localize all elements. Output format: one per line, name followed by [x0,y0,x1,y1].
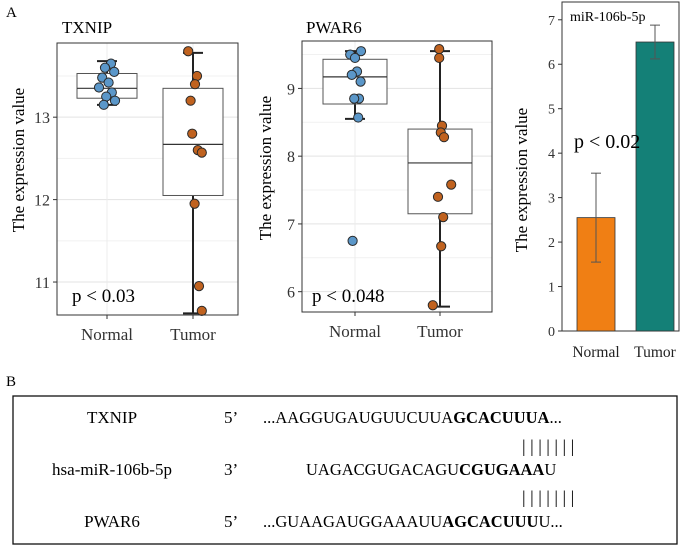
data-point [427,300,438,311]
data-point [193,281,205,292]
chart-title: PWAR6 [306,18,362,37]
data-point [346,69,357,80]
data-point [436,241,447,252]
pairing-bars-bottom: | | | | | | | [522,487,574,507]
data-point [183,46,194,57]
y-axis-label: The expression value [256,96,275,240]
seq-segment-seed: GCACUUUA [453,408,549,427]
chart-title: miR-106b-5p [570,10,645,25]
data-point [434,44,445,55]
txnip-boxplot: TXNIP The expression value 11 12 13 Normal… [9,18,239,344]
pairing-bars-top: | | | | | | | [522,436,574,456]
p-value-annotation: p < 0.048 [312,286,384,307]
y-tick-label: 7 [287,217,295,234]
y-tick-label: 2 [548,236,555,251]
sequence-name-pwar6: PWAR6 [84,512,140,531]
sequence-name-txnip: TXNIP [87,408,137,427]
y-tick-label: 8 [287,149,295,166]
sequence-txnip: ...AAGGUGAUGUUCUUAGCACUUUA... [263,408,562,427]
sequence-end-txnip: 5’ [224,408,238,427]
x-tick-label: Normal [81,325,133,344]
p-value-annotation: p < 0.03 [72,286,135,307]
data-point [93,82,105,93]
y-tick-label: 4 [548,147,555,162]
data-point [355,46,367,57]
y-tick-label: 3 [548,192,555,207]
y-axis-label: The expression value [9,88,28,232]
seq-segment: ...GUAAGAUGGAAAUU [263,512,442,531]
data-point [185,95,196,106]
seq-segment: UAGACGUGACAGU [306,460,459,479]
data-point [98,99,109,110]
x-tick-label: Normal [329,322,381,341]
data-point [347,235,358,246]
data-point [434,52,445,64]
data-point [191,70,203,82]
data-point [196,147,207,158]
sequence-alignment-panel: TXNIP 5’ ...AAGGUGAUGUUCUUAGCACUUUA... |… [12,395,678,545]
data-point [438,212,449,223]
chart-title: TXNIP [62,18,112,37]
seq-segment: U... [538,512,562,531]
seq-segment: ... [549,408,561,427]
data-point [187,128,198,139]
y-tick-label: 12 [34,193,50,210]
seq-segment-seed: AGCACUUU [442,512,538,531]
panel-label-a: A [6,5,17,21]
sequence-end-pwar6: 5’ [224,512,238,531]
y-tick-label: 1 [548,281,555,296]
plot-frame [301,40,493,313]
seq-segment: U [544,460,556,479]
y-tick-label: 6 [287,285,295,302]
data-point [109,95,121,106]
bar-tumor [635,41,675,332]
mir106b-bar-chart: miR-106b-5p The expression value 0 1 2 3 4 5 6… [512,1,680,361]
plot-frame [56,42,239,316]
x-tick-label: Tumor [417,322,463,341]
data-point [432,191,444,202]
panel-label-b: B [6,374,16,390]
y-tick-label: 13 [34,110,50,127]
seq-segment-seed: CGUGAAA [459,460,544,479]
data-point [99,62,111,73]
iqr-box [162,87,224,196]
data-point [446,179,457,190]
x-tick-label: Tumor [170,325,216,344]
sequence-pwar6: ...GUAAGAUGGAAAUUAGCACUUUU... [263,512,563,531]
data-point [103,77,114,88]
data-point [438,132,450,143]
y-tick-label: 5 [548,103,555,118]
data-point [196,305,207,316]
sequence-name-mirna: hsa-miR-106b-5p [52,460,172,479]
data-point [189,198,200,209]
y-tick-label: 0 [548,325,555,340]
y-tick-label: 11 [35,275,50,292]
seq-segment: ...AAGGUGAUGUUCUUA [263,408,453,427]
data-point [109,66,120,77]
x-tick-label: Normal [572,344,619,361]
x-tick-label: Tumor [634,344,676,361]
pwar6-boxplot: PWAR6 The expression value 6 7 8 9 Normal Tu… [256,18,493,341]
alignment-frame [12,395,678,545]
y-axis-label: The expression value [512,108,531,252]
data-point [349,52,361,64]
data-point [349,93,360,104]
sequence-mirna: UAGACGUGACAGUCGUGAAAU [306,460,556,479]
y-tick-label: 9 [287,81,295,98]
data-point [355,76,366,87]
data-point [353,112,364,123]
sequence-end-mirna: 3’ [224,460,238,479]
p-value-annotation: p < 0.02 [574,131,640,153]
y-tick-label: 6 [548,58,555,73]
data-point [189,79,201,90]
y-tick-label: 7 [548,14,555,29]
